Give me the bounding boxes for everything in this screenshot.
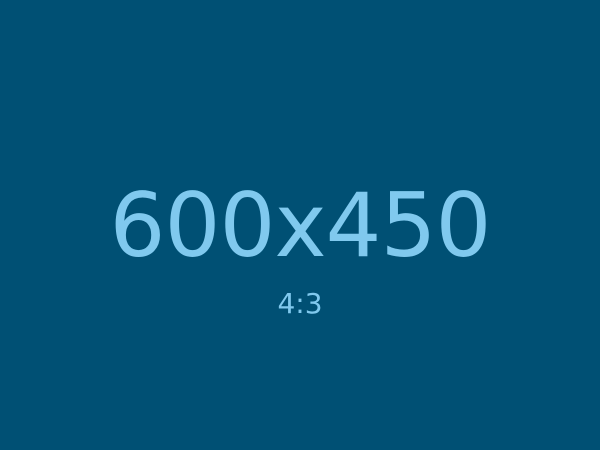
dimensions-label: 600x450 xyxy=(109,174,491,277)
aspect-ratio-label: 4:3 xyxy=(277,287,323,320)
